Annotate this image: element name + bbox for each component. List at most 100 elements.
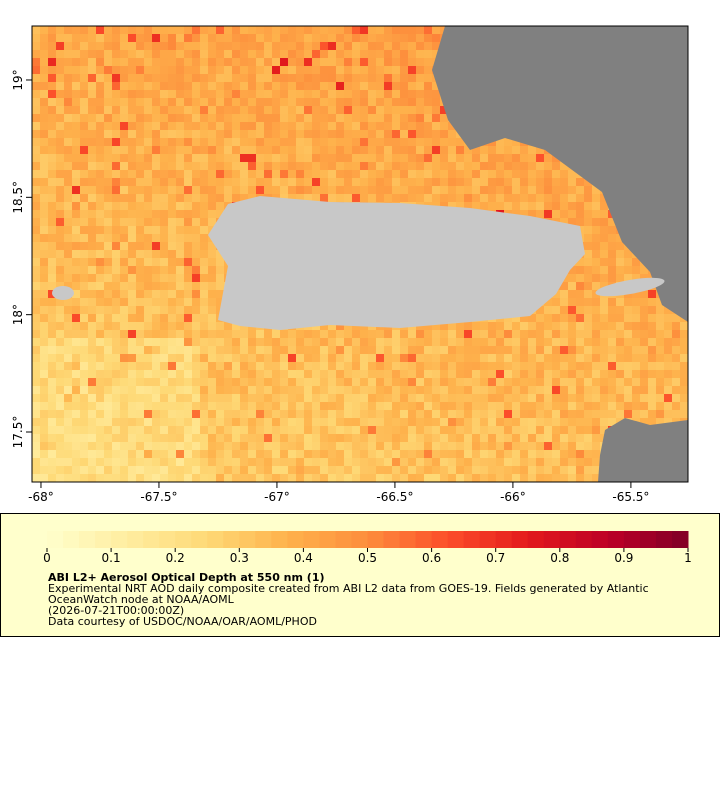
aod-cell (600, 274, 608, 282)
aod-cell (496, 330, 504, 338)
aod-cell (584, 242, 592, 250)
aod-cell (88, 354, 96, 362)
aod-cell (416, 370, 424, 378)
aod-cell (280, 122, 288, 130)
aod-cell (168, 26, 176, 34)
aod-cell (336, 154, 344, 162)
aod-cell (32, 82, 40, 90)
aod-cell (296, 194, 304, 202)
aod-cell (632, 290, 640, 298)
aod-cell (200, 106, 208, 114)
aod-cell (88, 154, 96, 162)
aod-cell (416, 474, 424, 482)
aod-cell (408, 114, 416, 122)
aod-cell (200, 282, 208, 290)
aod-cell (64, 202, 72, 210)
aod-cell (216, 274, 224, 282)
aod-cell (448, 418, 456, 426)
aod-cell (176, 106, 184, 114)
aod-cell (456, 186, 464, 194)
aod-cell (584, 434, 592, 442)
aod-cell (240, 90, 248, 98)
aod-cell (608, 410, 616, 418)
aod-cell (384, 362, 392, 370)
aod-cell (144, 106, 152, 114)
aod-cell (224, 426, 232, 434)
aod-cell (176, 266, 184, 274)
aod-cell (360, 162, 368, 170)
aod-cell (240, 402, 248, 410)
aod-cell (296, 50, 304, 58)
aod-cell (40, 242, 48, 250)
aod-cell (512, 338, 520, 346)
aod-cell (112, 26, 120, 34)
aod-cell (352, 170, 360, 178)
aod-cell (200, 26, 208, 34)
aod-cell (64, 354, 72, 362)
aod-cell (232, 394, 240, 402)
aod-cell (216, 338, 224, 346)
aod-cell (464, 186, 472, 194)
aod-cell (304, 434, 312, 442)
aod-cell (32, 34, 40, 42)
aod-cell (280, 66, 288, 74)
aod-cell (128, 378, 136, 386)
aod-cell (592, 258, 600, 266)
aod-cell (72, 354, 80, 362)
aod-cell (448, 130, 456, 138)
aod-cell (672, 362, 680, 370)
aod-cell (56, 250, 64, 258)
aod-cell (376, 170, 384, 178)
aod-cell (448, 434, 456, 442)
aod-cell (152, 194, 160, 202)
aod-cell (600, 354, 608, 362)
aod-cell (176, 466, 184, 474)
aod-cell (440, 418, 448, 426)
aod-cell (384, 106, 392, 114)
aod-cell (112, 130, 120, 138)
aod-cell (416, 354, 424, 362)
aod-cell (672, 338, 680, 346)
aod-cell (312, 146, 320, 154)
aod-cell (504, 450, 512, 458)
aod-cell (208, 122, 216, 130)
aod-cell (72, 74, 80, 82)
aod-cell (296, 106, 304, 114)
aod-cell (528, 354, 536, 362)
aod-cell (40, 130, 48, 138)
aod-cell (520, 386, 528, 394)
aod-cell (264, 122, 272, 130)
aod-cell (432, 354, 440, 362)
aod-cell (408, 442, 416, 450)
aod-cell (376, 354, 384, 362)
aod-cell (464, 362, 472, 370)
aod-cell (176, 362, 184, 370)
aod-cell (200, 138, 208, 146)
aod-cell (208, 266, 216, 274)
aod-cell (160, 474, 168, 482)
aod-cell (160, 34, 168, 42)
aod-cell (224, 458, 232, 466)
aod-cell (576, 322, 584, 330)
aod-cell (400, 474, 408, 482)
aod-cell (376, 42, 384, 50)
aod-cell (360, 442, 368, 450)
aod-cell (216, 258, 224, 266)
aod-cell (520, 338, 528, 346)
aod-cell (48, 122, 56, 130)
aod-cell (312, 170, 320, 178)
aod-cell (376, 426, 384, 434)
aod-cell (184, 266, 192, 274)
aod-cell (224, 186, 232, 194)
aod-cell (160, 146, 168, 154)
aod-cell (504, 370, 512, 378)
aod-cell (440, 194, 448, 202)
colorbar-tick-label: 0.3 (230, 551, 249, 565)
aod-cell (296, 146, 304, 154)
aod-cell (408, 90, 416, 98)
aod-cell (168, 290, 176, 298)
aod-cell (88, 290, 96, 298)
aod-cell (232, 338, 240, 346)
aod-cell (336, 410, 344, 418)
aod-cell (392, 186, 400, 194)
